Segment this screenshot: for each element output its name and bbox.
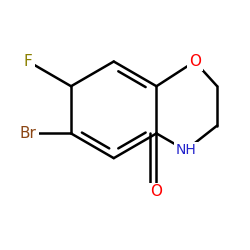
Text: NH: NH bbox=[175, 143, 196, 157]
Text: O: O bbox=[189, 54, 201, 69]
Text: O: O bbox=[150, 184, 162, 199]
Text: Br: Br bbox=[20, 126, 37, 141]
Text: F: F bbox=[24, 54, 33, 69]
